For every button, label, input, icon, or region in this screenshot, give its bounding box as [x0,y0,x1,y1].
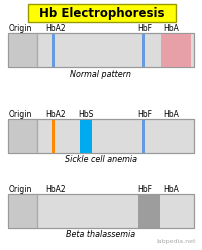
Text: HbF: HbF [137,110,152,119]
Text: labpedia.net: labpedia.net [157,239,196,244]
Bar [142,119,145,153]
Text: HbA2: HbA2 [45,110,66,119]
Bar [8,33,194,67]
Bar [138,194,160,228]
Text: HbA: HbA [163,24,179,33]
Text: HbS: HbS [78,110,94,119]
Text: Origin: Origin [9,24,32,33]
Text: HbA2: HbA2 [45,24,66,33]
Text: HbA: HbA [163,110,179,119]
Text: Sickle cell anemia: Sickle cell anemia [65,155,137,164]
Bar [8,119,194,153]
Text: HbA2: HbA2 [45,185,66,194]
Text: HbA: HbA [163,185,179,194]
Text: HbF: HbF [137,24,152,33]
Bar [52,119,55,153]
Bar [8,33,194,67]
Bar [161,33,191,67]
Bar [8,194,194,228]
Bar [80,119,92,153]
Text: HbF: HbF [137,185,152,194]
Text: Normal pattern: Normal pattern [70,70,132,79]
Bar [8,119,37,153]
Bar [8,194,194,228]
Text: Beta thalassemia: Beta thalassemia [66,230,136,239]
Bar [8,119,194,153]
Bar [8,194,37,228]
Bar [52,33,55,67]
Bar [8,33,37,67]
Bar [28,4,176,22]
Bar [142,33,145,67]
Text: Origin: Origin [9,110,32,119]
Text: Origin: Origin [9,185,32,194]
Text: Hb Electrophoresis: Hb Electrophoresis [39,6,165,20]
